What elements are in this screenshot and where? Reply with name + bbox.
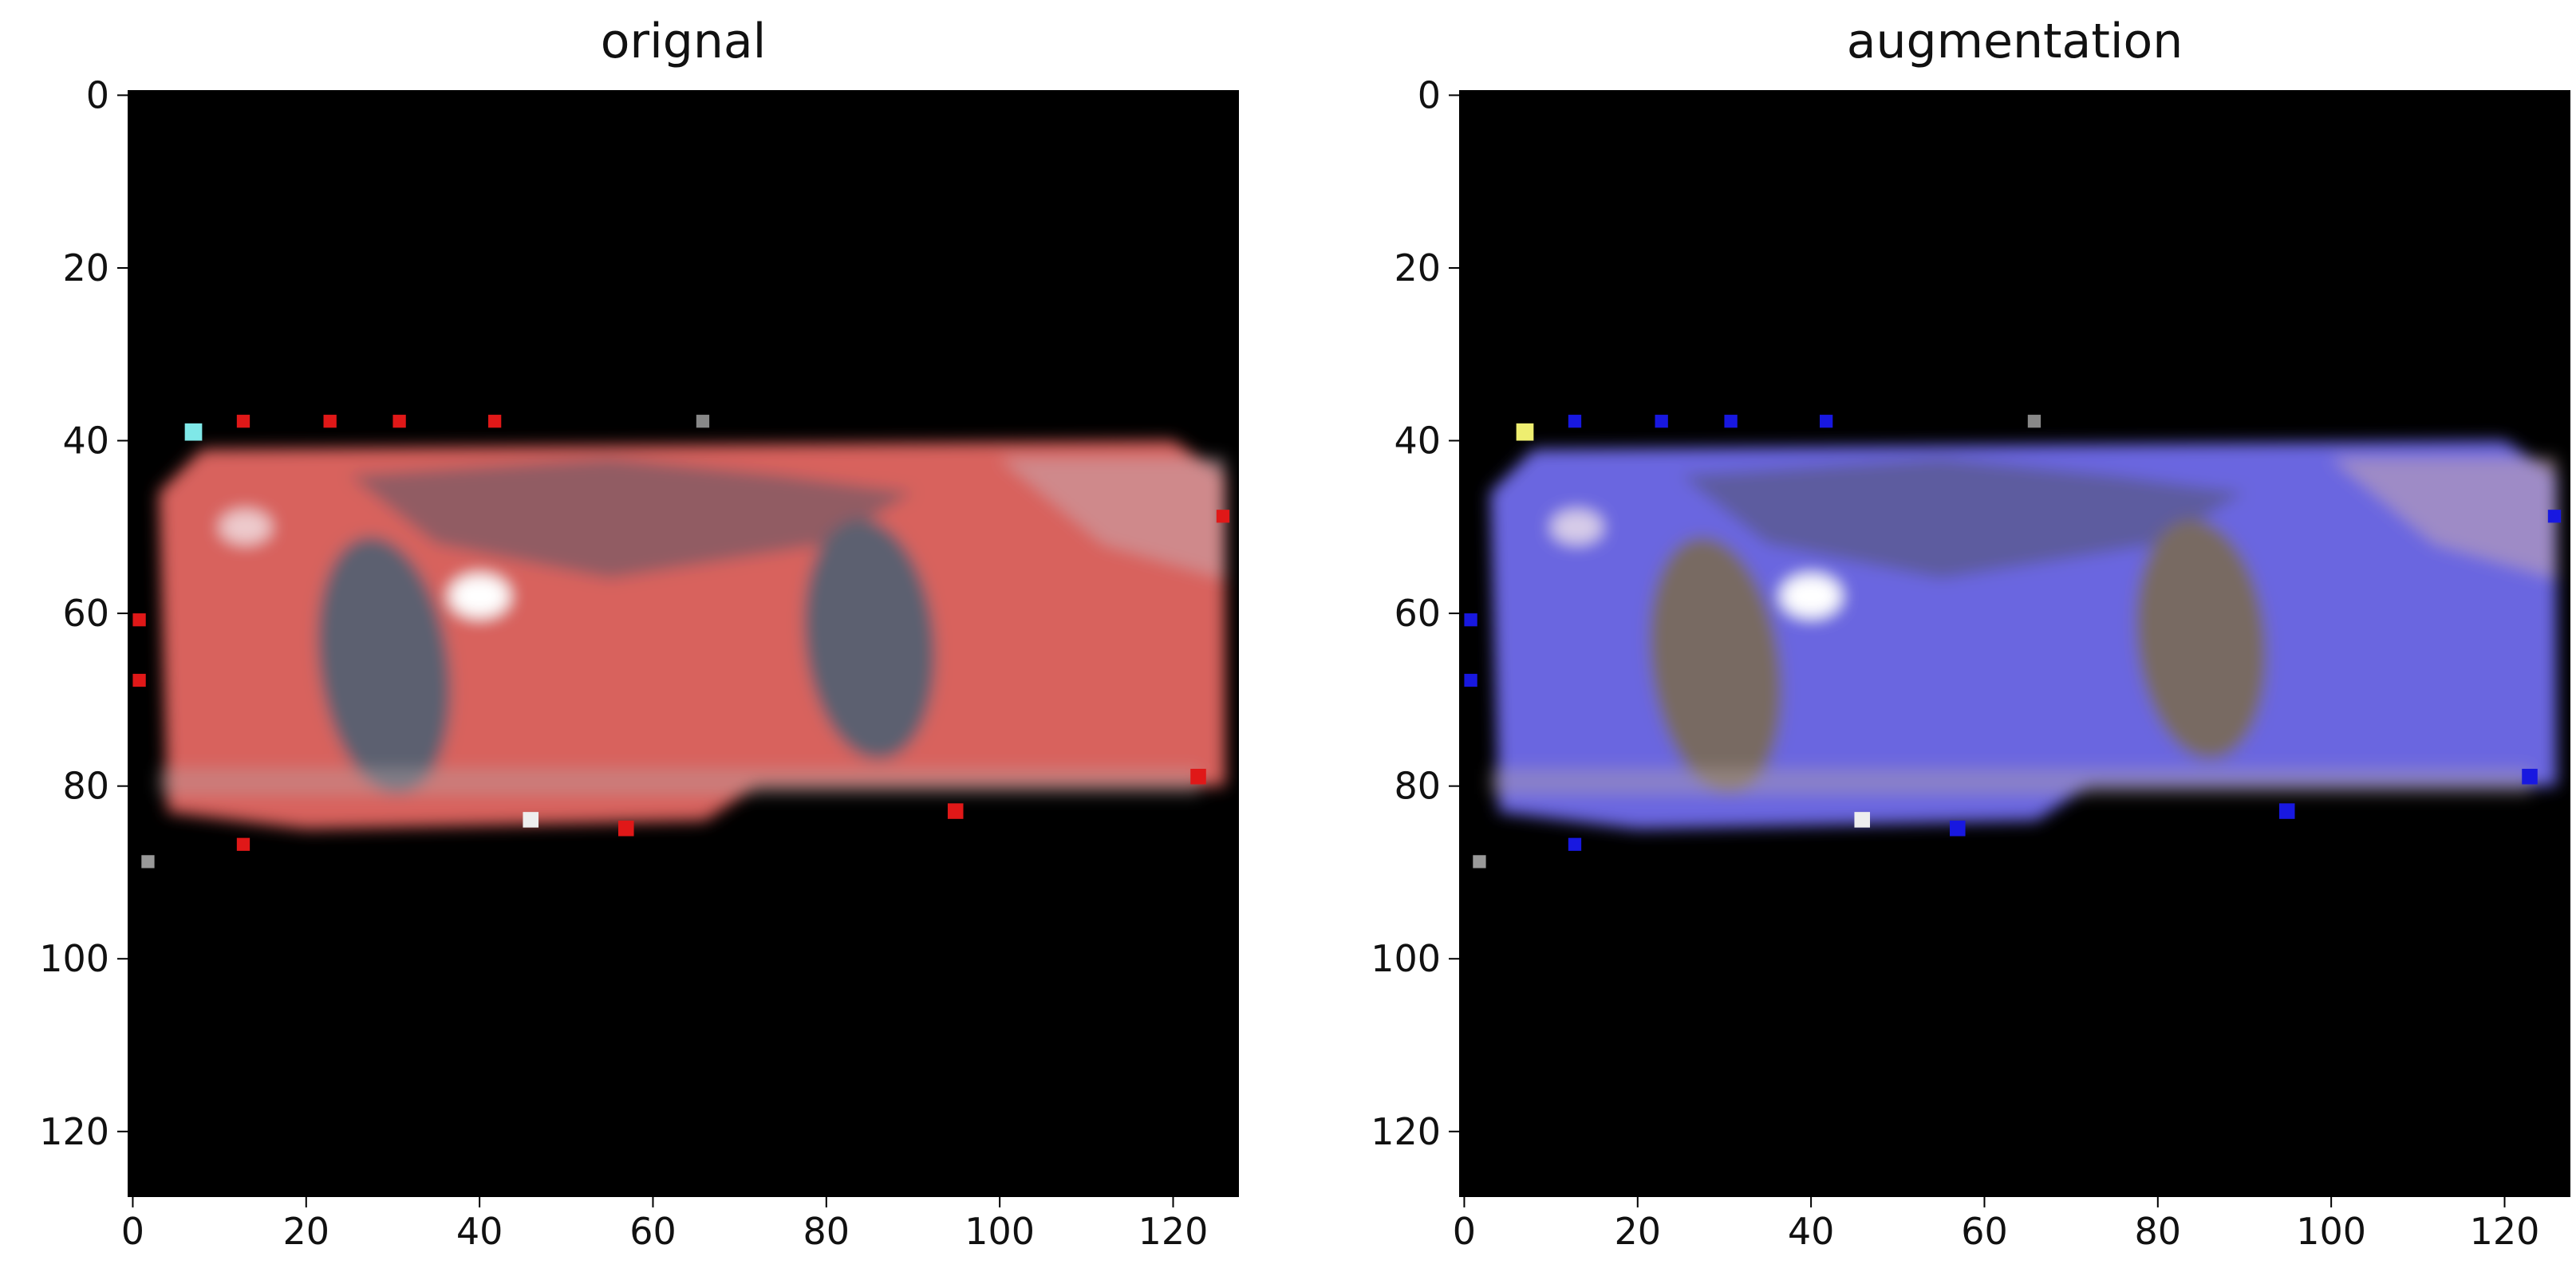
y-tick-label: 100	[1371, 937, 1441, 980]
x-tick-label: 80	[803, 1210, 850, 1253]
y-tick-label: 0	[86, 73, 109, 116]
y-tick-label: 100	[39, 937, 109, 980]
y-tick-label: 80	[1394, 765, 1441, 808]
x-tick-label: 0	[1453, 1210, 1476, 1253]
x-tick-label: 20	[283, 1210, 330, 1253]
y-tick-label: 60	[1394, 592, 1441, 635]
y-tick-label: 60	[62, 592, 109, 635]
x-tick-label: 120	[2470, 1210, 2540, 1253]
axes-frame	[128, 90, 1239, 1197]
x-tick-label: 60	[629, 1210, 677, 1253]
axes-frame	[1459, 90, 2570, 1197]
x-tick-label: 40	[1788, 1210, 1835, 1253]
x-tick-label: 100	[2296, 1210, 2366, 1253]
y-tick-label: 120	[1371, 1110, 1441, 1153]
x-tick-label: 0	[121, 1210, 144, 1253]
image	[128, 91, 1238, 1196]
axes-title: augmentation	[1847, 14, 2183, 69]
y-tick-label: 120	[39, 1110, 109, 1153]
y-tick-label: 40	[62, 419, 109, 463]
y-tick-label: 0	[1418, 73, 1441, 116]
x-tick-label: 80	[2135, 1210, 2182, 1253]
x-tick-label: 20	[1615, 1210, 1662, 1253]
x-tick-label: 100	[965, 1210, 1035, 1253]
image	[1460, 91, 2570, 1196]
y-tick-label: 80	[62, 765, 109, 808]
y-tick-label: 20	[62, 246, 109, 289]
y-tick-label: 20	[1394, 246, 1441, 289]
x-tick-label: 120	[1138, 1210, 1209, 1253]
x-tick-label: 60	[1961, 1210, 2008, 1253]
x-tick-label: 40	[456, 1210, 503, 1253]
axes-title: orignal	[601, 14, 767, 69]
y-tick-label: 40	[1394, 419, 1441, 463]
